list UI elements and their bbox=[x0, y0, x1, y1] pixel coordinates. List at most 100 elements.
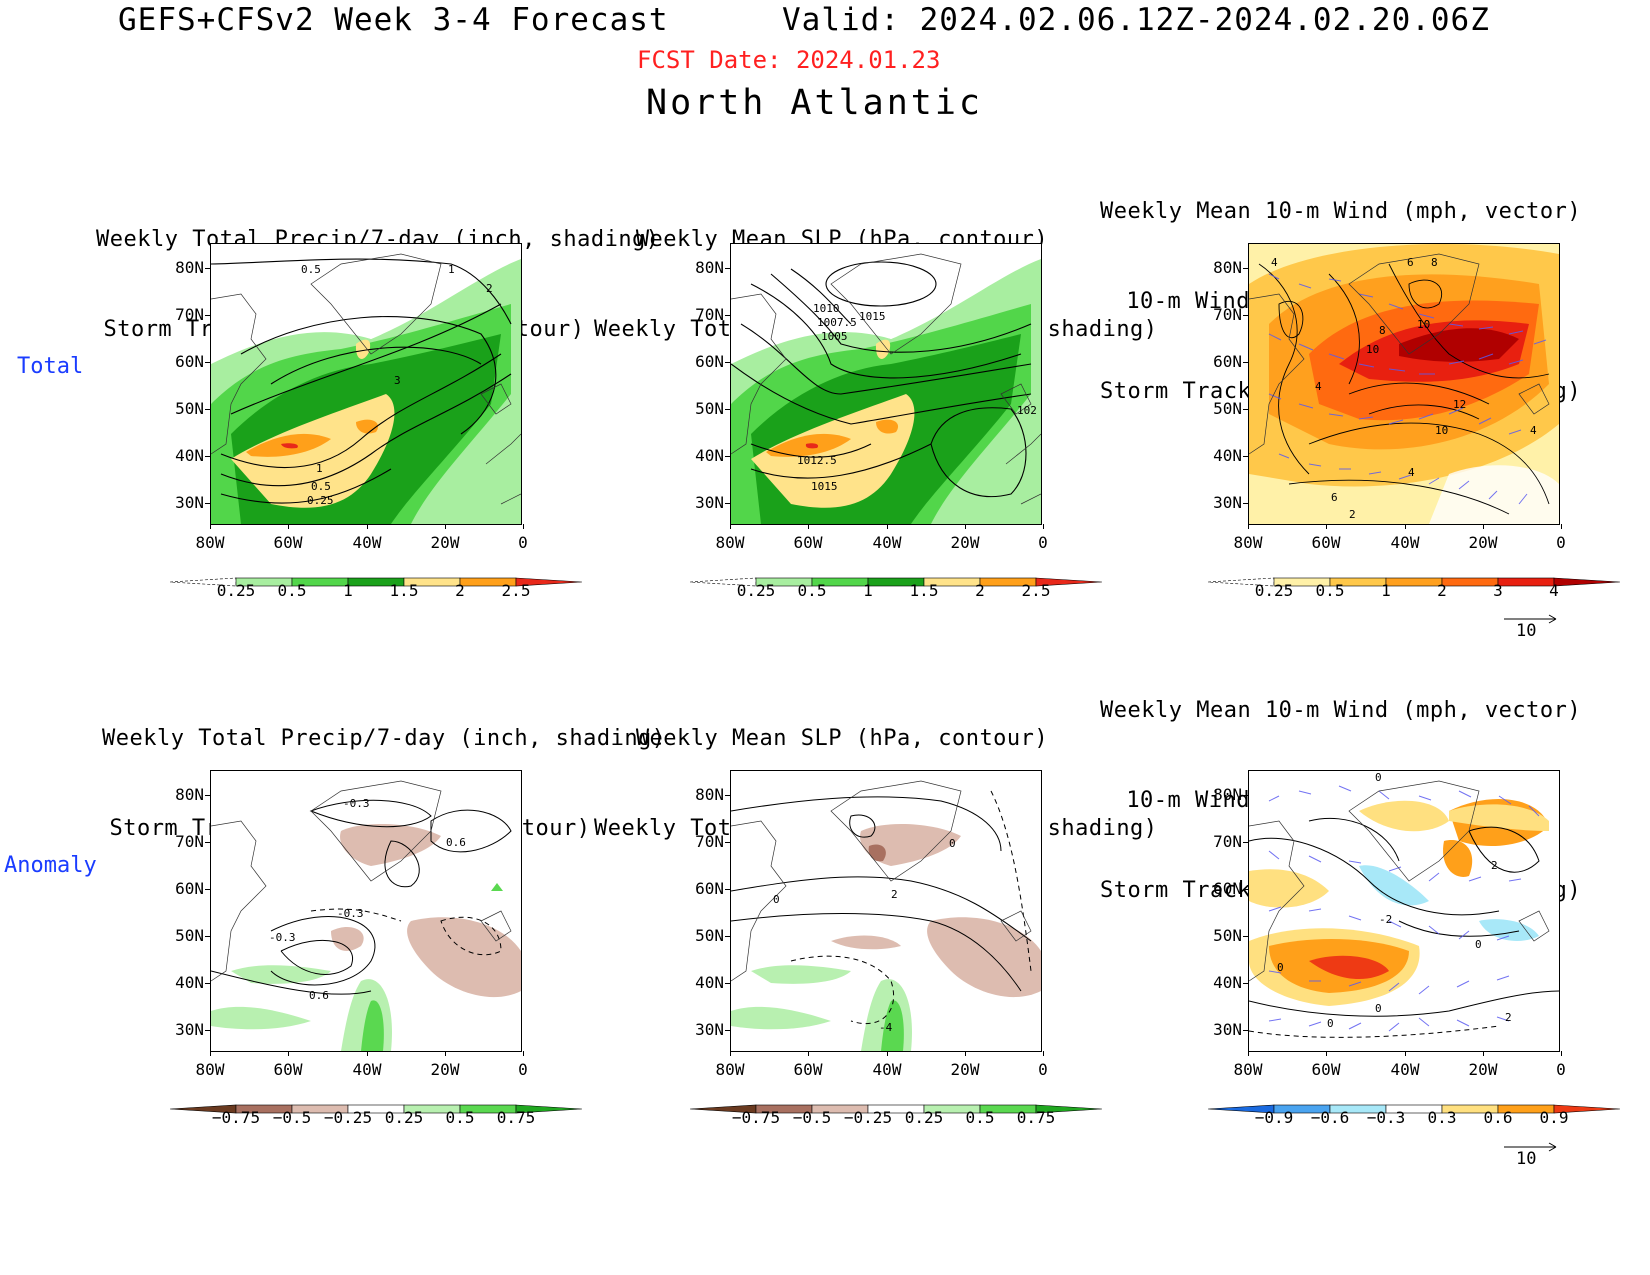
longitude-tick-mark bbox=[808, 1051, 809, 1056]
latitude-tick-label: 70N bbox=[175, 305, 204, 324]
contour-label: 0 bbox=[1375, 1002, 1382, 1015]
latitude-tick-label: 70N bbox=[1213, 305, 1242, 324]
contour-label: 12 bbox=[1453, 398, 1466, 411]
longitude-tick-label: 40W bbox=[1390, 1060, 1420, 1079]
contour-label: 2 bbox=[1505, 1011, 1512, 1024]
longitude-tick-label: 80W bbox=[195, 1060, 225, 1079]
longitude-tick-mark bbox=[523, 524, 524, 529]
longitude-tick-label: 40W bbox=[872, 533, 902, 552]
longitude-tick-label: 60W bbox=[273, 533, 303, 552]
contour-label: 0.25 bbox=[307, 494, 334, 507]
latitude-tick-label: 50N bbox=[695, 926, 724, 945]
forecast-date: FCST Date: 2024.01.23 bbox=[637, 46, 941, 74]
colorbar-label: 1.5 bbox=[909, 581, 939, 600]
colorbar-label: 0.75 bbox=[496, 1108, 536, 1127]
longitude-tick-label: 40W bbox=[352, 1060, 382, 1079]
map-total-wind: 4 6 8 10 10 8 4 12 10 4 6 2 4 bbox=[1248, 243, 1560, 525]
longitude-tick-label: 80W bbox=[1233, 1060, 1263, 1079]
contour-label: 1005 bbox=[821, 330, 848, 343]
contour-label: 0.5 bbox=[301, 263, 321, 276]
longitude-tick-mark bbox=[887, 524, 888, 529]
longitude-tick-mark bbox=[1561, 524, 1562, 529]
longitude-tick-mark bbox=[965, 524, 966, 529]
latitude-tick-label: 30N bbox=[1213, 1020, 1242, 1039]
latitude-tick-mark bbox=[725, 936, 730, 937]
longitude-tick-label: 0 bbox=[1038, 1060, 1048, 1079]
latitude-tick-label: 30N bbox=[175, 1020, 204, 1039]
longitude-tick-mark bbox=[367, 524, 368, 529]
colorbar bbox=[169, 1099, 583, 1114]
latitude-tick-mark bbox=[205, 936, 210, 937]
colorbar-label: 0.25 bbox=[216, 581, 256, 600]
colorbar bbox=[1207, 1099, 1621, 1114]
colorbar-segment bbox=[515, 577, 583, 587]
longitude-tick-mark bbox=[367, 1051, 368, 1056]
contour-label: 1 bbox=[448, 263, 455, 276]
map-anom-slp: 0 0 2 -4 bbox=[730, 770, 1042, 1052]
colorbar-label: −0.9 bbox=[1254, 1108, 1294, 1127]
latitude-tick-label: 60N bbox=[1213, 352, 1242, 371]
contour-label: 102 bbox=[1017, 404, 1037, 417]
latitude-tick-label: 60N bbox=[695, 879, 724, 898]
colorbar bbox=[1207, 572, 1621, 587]
longitude-tick-label: 80W bbox=[715, 533, 745, 552]
main-title-valid: Valid: 2024.02.06.12Z-2024.02.20.06Z bbox=[782, 2, 1490, 38]
longitude-tick-label: 60W bbox=[273, 1060, 303, 1079]
latitude-tick-mark bbox=[725, 795, 730, 796]
vector-reference-label-bottom: 10 bbox=[1516, 1149, 1537, 1169]
title-line: Weekly Mean 10-m Wind (mph, vector) bbox=[1100, 698, 1582, 723]
latitude-tick-label: 80N bbox=[175, 258, 204, 277]
latitude-tick-mark bbox=[725, 889, 730, 890]
longitude-tick-label: 20W bbox=[430, 1060, 460, 1079]
colorbar-label: 0.75 bbox=[1016, 1108, 1056, 1127]
latitude-tick-mark bbox=[725, 362, 730, 363]
latitude-tick-label: 50N bbox=[1213, 399, 1242, 418]
contour-label: 0 bbox=[1375, 771, 1382, 784]
latitude-tick-label: 60N bbox=[695, 352, 724, 371]
colorbar-label: 1 bbox=[863, 581, 873, 600]
latitude-tick-mark bbox=[205, 456, 210, 457]
latitude-tick-mark bbox=[1243, 795, 1248, 796]
latitude-tick-label: 30N bbox=[1213, 493, 1242, 512]
title-line: Weekly Mean 10-m Wind (mph, vector) bbox=[1100, 199, 1582, 224]
latitude-tick-mark bbox=[1243, 842, 1248, 843]
colorbar-label: 1.5 bbox=[389, 581, 419, 600]
latitude-tick-label: 50N bbox=[1213, 926, 1242, 945]
contour-label: 10 bbox=[1366, 343, 1379, 356]
colorbar-segment bbox=[1035, 1104, 1103, 1114]
contour-label: 2 bbox=[1349, 508, 1356, 521]
contour-label: 8 bbox=[1379, 324, 1386, 337]
longitude-tick-label: 0 bbox=[1038, 533, 1048, 552]
colorbar-label: 0.25 bbox=[736, 581, 776, 600]
latitude-tick-mark bbox=[205, 409, 210, 410]
longitude-tick-label: 60W bbox=[793, 533, 823, 552]
latitude-tick-label: 80N bbox=[175, 785, 204, 804]
colorbar-label: 0.5 bbox=[277, 581, 307, 600]
latitude-tick-label: 80N bbox=[695, 258, 724, 277]
latitude-tick-mark bbox=[1243, 889, 1248, 890]
latitude-tick-mark bbox=[205, 1030, 210, 1031]
contour-label: 6 bbox=[1331, 491, 1338, 504]
longitude-tick-mark bbox=[1043, 1051, 1044, 1056]
longitude-tick-mark bbox=[445, 524, 446, 529]
latitude-tick-label: 70N bbox=[695, 305, 724, 324]
longitude-tick-mark bbox=[1248, 524, 1249, 529]
colorbar-label: −0.3 bbox=[1366, 1108, 1406, 1127]
longitude-tick-label: 20W bbox=[950, 1060, 980, 1079]
map-anom-wind: 0 2 -2 0 0 2 0 0 bbox=[1248, 770, 1560, 1052]
contour-label: 6 bbox=[1407, 256, 1414, 269]
contour-label: -2 bbox=[1379, 913, 1392, 926]
latitude-tick-mark bbox=[1243, 315, 1248, 316]
colorbar-label: 0.9 bbox=[1539, 1108, 1569, 1127]
latitude-tick-label: 70N bbox=[695, 832, 724, 851]
colorbar-label: 2 bbox=[975, 581, 985, 600]
contour-label: 4 bbox=[1271, 256, 1278, 269]
latitude-tick-mark bbox=[205, 842, 210, 843]
colorbar-label: 0.3 bbox=[1427, 1108, 1457, 1127]
latitude-tick-mark bbox=[725, 842, 730, 843]
latitude-tick-mark bbox=[205, 268, 210, 269]
colorbar-label: −0.5 bbox=[272, 1108, 312, 1127]
longitude-tick-mark bbox=[210, 524, 211, 529]
longitude-tick-mark bbox=[887, 1051, 888, 1056]
latitude-tick-label: 40N bbox=[695, 446, 724, 465]
